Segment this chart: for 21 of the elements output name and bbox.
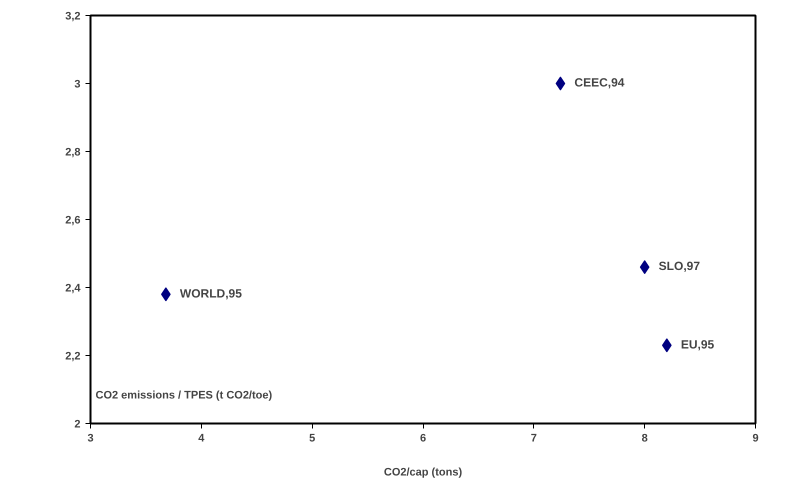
y-axis-title: CO2 emissions / TPES (t CO2/toe) [96, 390, 272, 402]
annotation: EU,95 [680, 337, 715, 352]
annotation: WORLD,95 [180, 286, 242, 300]
annotation: SLO,97 [658, 259, 700, 274]
x-axis-title: CO2/cap (tons) [384, 466, 462, 478]
y-tick-label: 3,2 [65, 10, 81, 22]
x-tick-label: 6 [420, 432, 426, 444]
x-tick-label: 3 [87, 432, 94, 444]
y-tick-label: 3 [74, 78, 81, 90]
y-tick-label: 2,6 [65, 214, 81, 226]
y-tick-label: 2,2 [65, 350, 81, 362]
annotation: CEEC,94 [574, 76, 625, 90]
point [556, 76, 566, 90]
x-tick-label: 4 [198, 432, 206, 444]
x-tick-label: 7 [530, 432, 537, 444]
y-tick-label: 2,4 [65, 282, 82, 294]
x-tick-label: 9 [752, 432, 759, 444]
y-tick-label: 2 [74, 418, 81, 430]
x-tick-label: 5 [309, 432, 316, 444]
y-tick-label: 2,8 [65, 146, 81, 158]
x-tick-label: 8 [642, 432, 648, 444]
